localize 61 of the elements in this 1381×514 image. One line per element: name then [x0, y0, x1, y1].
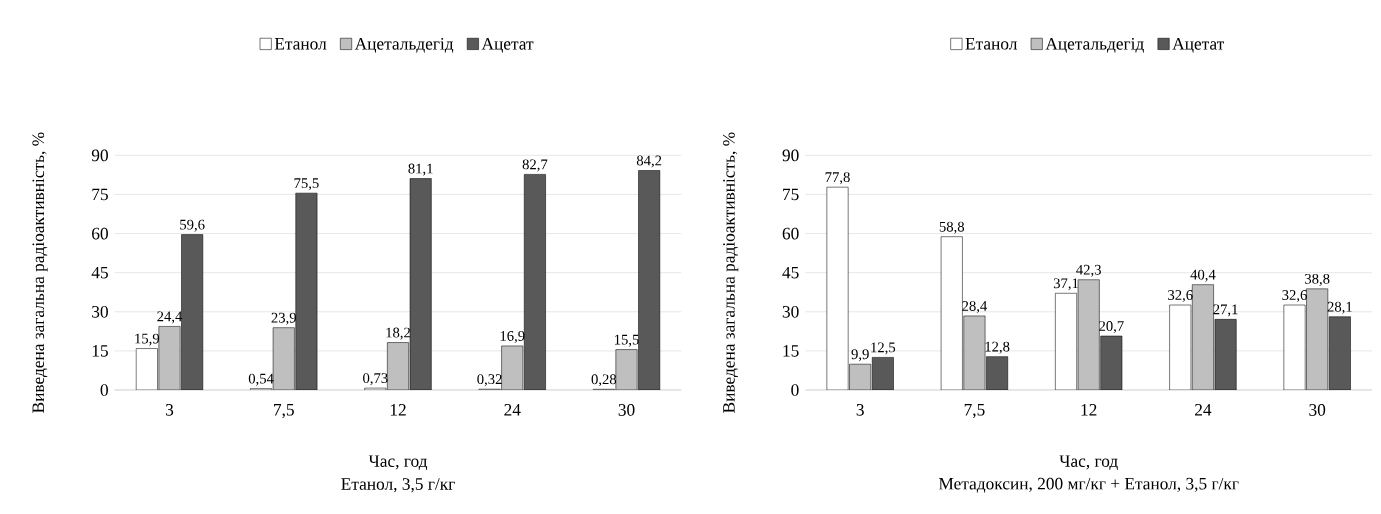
y-tick-label: 90	[91, 149, 108, 162]
data-label: 75,5	[294, 178, 319, 191]
x-tick-label: 30	[1309, 404, 1326, 416]
data-label: 12,8	[985, 341, 1010, 354]
y-tick-label: 60	[782, 227, 799, 240]
data-label: 82,7	[522, 159, 548, 172]
data-label: 58,8	[939, 221, 965, 234]
x-tick-label: 7,5	[274, 404, 294, 419]
x-axis-title: Час, год	[1059, 455, 1118, 471]
y-tick-label: 45	[91, 266, 108, 279]
legend-label: Етанол	[274, 38, 327, 50]
data-label: 0,32	[477, 374, 502, 387]
y-tick-label: 75	[92, 188, 108, 201]
data-label: 0,54	[248, 373, 274, 386]
legend-label: Ацетат	[481, 38, 534, 53]
y-tick-label: 90	[782, 149, 799, 162]
data-label: 32,6	[1168, 290, 1193, 303]
y-tick-label: 45	[782, 266, 799, 279]
data-label: 28,4	[962, 301, 988, 314]
x-axis-title: Час, год	[368, 455, 428, 471]
data-label: 12,5	[871, 342, 896, 355]
y-axis-title: Виведена загальна радіоактивність, %	[723, 132, 739, 413]
y-tick-label: 0	[100, 384, 108, 396]
legend-label: Етанол	[965, 38, 1018, 50]
x-tick-label: 3	[166, 404, 174, 416]
data-label: 81,1	[408, 163, 433, 176]
x-tick-label: 24	[1195, 404, 1212, 416]
x-tick-label: 12	[390, 404, 406, 416]
data-label: 38,8	[1305, 273, 1330, 286]
y-axis-title: Виведена загальна радіоактивність, %	[32, 132, 48, 413]
legend-label: Ацетат	[1172, 38, 1225, 53]
x-tick-label: 12	[1081, 404, 1097, 416]
text: Метадоксин, 200 мг/кг + Етанол, 3,5 г/кг	[938, 477, 1239, 493]
legend-label: Ацетальдегід	[1045, 38, 1144, 53]
data-label: 18,2	[386, 327, 411, 340]
data-label: 42,3	[1076, 264, 1101, 277]
text: Етанол, 3,5 г/кг	[341, 478, 455, 493]
x-tick-label: 7,5	[964, 404, 985, 419]
data-label: 9,9	[851, 349, 869, 362]
data-label: 15,9	[135, 333, 160, 346]
data-label: 40,4	[1190, 269, 1216, 282]
y-tick-label: 75	[783, 188, 799, 201]
x-tick-label: 3	[856, 404, 864, 416]
data-label: 0,28	[591, 374, 617, 387]
y-tick-label: 30	[782, 305, 799, 318]
data-label: 59,6	[180, 219, 205, 232]
y-tick-label: 15	[783, 345, 799, 357]
data-label: 37,1	[1053, 278, 1078, 291]
data-label: 0,73	[363, 373, 388, 386]
legend-label: Ацетальдегід	[354, 38, 454, 53]
y-tick-label: 30	[92, 305, 108, 318]
y-tick-label: 0	[791, 384, 799, 396]
data-label: 28,1	[1327, 301, 1352, 314]
x-tick-label: 30	[618, 404, 635, 416]
data-label: 23,9	[271, 312, 296, 325]
data-label: 20,7	[1099, 321, 1124, 334]
y-tick-label: 60	[92, 227, 108, 240]
x-tick-label: 24	[504, 404, 521, 416]
data-label: 77,8	[825, 172, 850, 185]
data-label: 84,2	[636, 155, 662, 168]
y-tick-label: 15	[92, 345, 108, 357]
